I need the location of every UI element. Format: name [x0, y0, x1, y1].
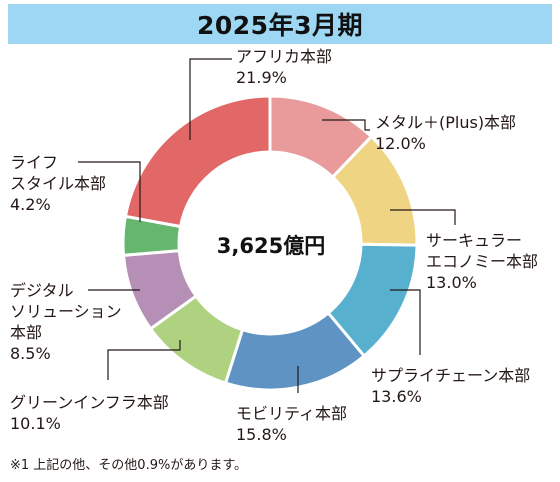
label-africa-name: アフリカ本部 — [236, 47, 333, 66]
chart-title: 2025年3月期 — [197, 11, 363, 40]
center-total-label: 3,625億円 — [216, 234, 326, 258]
leader-line-green — [107, 340, 181, 380]
label-lifestyle-value: 4.2% — [10, 195, 51, 214]
label-metal-value: 12.0% — [375, 134, 426, 153]
leader-line-lifestyle — [78, 161, 141, 222]
label-metal-name: メタル＋(Plus)本部 — [375, 113, 517, 132]
leader-line-supply — [390, 289, 421, 355]
footnote: ※1 上記の他、その他0.9%があります。 — [10, 458, 248, 473]
label-mobility: モビリティ本部 15.8% — [236, 403, 347, 445]
leader-line-africa — [189, 58, 232, 140]
label-africa: アフリカ本部 21.9% — [236, 46, 332, 88]
label-digital-name-3: 本部 — [10, 323, 43, 342]
label-mobility-value: 15.8% — [236, 425, 287, 444]
label-green-value: 10.1% — [10, 414, 61, 433]
label-mobility-name: モビリティ本部 — [236, 404, 348, 423]
label-digital: デジタル ソリューション 本部 8.5% — [10, 280, 122, 364]
donut-slice-7 — [123, 94, 272, 229]
label-digital-name-1: デジタル — [10, 281, 74, 300]
label-lifestyle-name-1: ライフ — [10, 153, 59, 172]
label-lifestyle-name-2: スタイル本部 — [10, 174, 107, 193]
label-supply-value: 13.6% — [371, 387, 422, 406]
label-digital-name-2: ソリューション — [10, 302, 122, 321]
label-circular-name-2: エコノミー本部 — [426, 252, 539, 271]
label-green-name: グリーンインフラ本部 — [10, 393, 169, 412]
label-digital-value: 8.5% — [10, 344, 51, 363]
label-metal: メタル＋(Plus)本部 12.0% — [375, 112, 516, 154]
label-supply-name: サプライチェーン本部 — [371, 366, 531, 385]
label-green: グリーンインフラ本部 10.1% — [10, 392, 169, 434]
label-circular: サーキュラー エコノミー本部 13.0% — [426, 230, 538, 293]
leader-line-circular — [390, 209, 456, 225]
label-supply: サプライチェーン本部 13.6% — [371, 365, 530, 407]
label-lifestyle: ライフ スタイル本部 4.2% — [10, 152, 106, 215]
label-africa-value: 21.9% — [236, 68, 287, 87]
label-circular-name-1: サーキュラー — [426, 231, 523, 250]
leader-line-metal — [322, 119, 370, 131]
title-bar: 2025年3月期 — [8, 4, 552, 44]
label-circular-value: 13.0% — [426, 273, 477, 292]
